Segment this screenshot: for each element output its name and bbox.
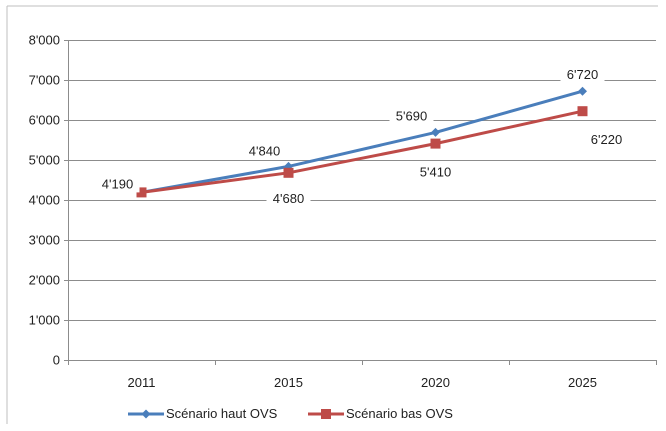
y-tick-label: 8'000 (29, 33, 60, 48)
data-point-marker (431, 127, 440, 137)
y-axis-tick-labels: 0 1'000 2'000 3'000 4'000 5'000 6'000 7'000 8'00… (29, 33, 60, 368)
data-label: 6'220 (591, 132, 622, 147)
legend: Scénario haut OVS Scénario bas OVS (128, 406, 453, 421)
y-tick-label: 5'000 (29, 153, 60, 168)
data-label-background (413, 162, 458, 181)
data-point-marker (578, 86, 587, 96)
legend-label: Scénario haut OVS (166, 406, 278, 421)
data-label-background (95, 174, 140, 193)
data-label: 4'190 (102, 176, 133, 191)
x-tick-label: 2025 (568, 375, 597, 390)
data-label: 5'690 (396, 108, 427, 123)
series-line (141, 109, 583, 194)
x-tick-label: 2011 (128, 375, 156, 390)
data-point-marker (577, 106, 588, 117)
y-tick-label: 1'000 (29, 313, 60, 328)
legend-marker (141, 409, 151, 419)
data-label-background (560, 65, 605, 84)
axes (6, 5, 658, 424)
y-tick-label: 4'000 (29, 193, 60, 208)
legend-label: Scénario bas OVS (346, 406, 453, 421)
series-line (141, 89, 583, 194)
data-label: 4'680 (273, 191, 304, 206)
legend-marker (321, 409, 331, 419)
x-tick-label: 2015 (274, 375, 303, 390)
data-label-background (266, 188, 311, 207)
data-label-background (389, 106, 434, 125)
x-axis-tick-labels: 2011 2015 2020 2025 (128, 375, 597, 390)
data-point-marker (283, 167, 294, 178)
data-point-marker (136, 187, 147, 198)
x-tick-label: 2020 (421, 375, 450, 390)
series-markers (136, 86, 588, 198)
data-labels: 4'190 4'840 5'690 6'720 4'680 5'410 6'220 (95, 65, 629, 207)
y-tick-label: 6'000 (29, 113, 60, 128)
data-label: 4'840 (249, 143, 280, 158)
data-label: 6'720 (567, 67, 598, 82)
series-lines (141, 89, 583, 194)
data-label: 5'410 (420, 165, 451, 180)
y-tick-label: 7'000 (29, 73, 60, 88)
y-tick-label: 2'000 (29, 273, 60, 288)
y-tick-label: 3'000 (29, 233, 60, 248)
data-label-background (584, 130, 629, 149)
y-tick-label: 0 (53, 353, 60, 368)
data-label-background (242, 141, 287, 160)
data-point-marker (430, 138, 441, 149)
gridlines (68, 40, 656, 321)
